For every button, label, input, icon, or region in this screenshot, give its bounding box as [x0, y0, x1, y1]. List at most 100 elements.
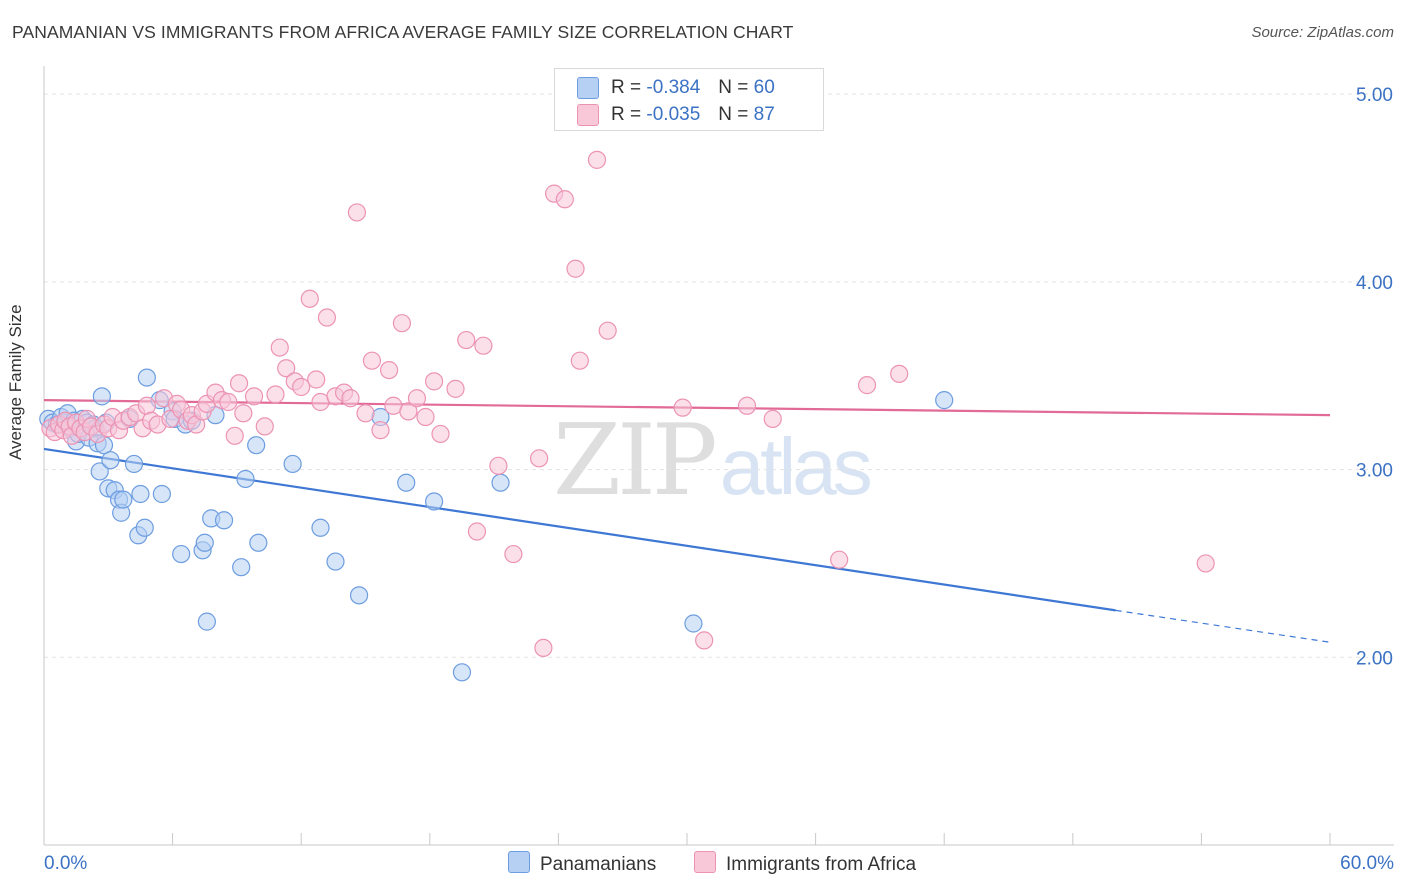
africa-point	[317, 308, 337, 327]
correlation-legend: R = -0.384 N = 60 R = -0.035 N = 87	[554, 68, 824, 131]
africa-point	[530, 449, 549, 468]
africa-point	[277, 359, 296, 378]
africa-point	[379, 360, 399, 380]
africa-point	[737, 396, 757, 415]
axes	[43, 66, 1394, 846]
africa-point	[763, 409, 782, 428]
panamanian-point	[92, 387, 111, 406]
series-legend-panamanians: Panamanians	[508, 851, 656, 876]
panamanian-point	[114, 490, 133, 509]
africa-point	[489, 456, 508, 475]
africa-point	[137, 396, 156, 415]
panamanian-point	[172, 544, 191, 564]
panamanian-point	[684, 614, 703, 633]
africa-point	[695, 631, 714, 650]
panamanian-point	[236, 469, 255, 489]
panamanian-point	[397, 473, 416, 492]
africa-point	[371, 421, 390, 440]
y-tick-label: 5.00	[1356, 85, 1393, 106]
y-axis-label: Average Family Size	[6, 304, 25, 460]
series-legend-africa: Immigrants from Africa	[694, 851, 916, 876]
legend-row-africa: R = -0.035 N = 87	[577, 104, 775, 126]
africa-point	[307, 370, 326, 389]
africa-point	[234, 404, 253, 423]
legend-n-value: 60	[753, 77, 775, 99]
panamanian-point	[90, 462, 109, 481]
africa-point	[857, 376, 877, 395]
chart-title: PANAMANIAN VS IMMIGRANTS FROM AFRICA AVE…	[12, 22, 794, 42]
legend-r-value: -0.035	[646, 104, 701, 126]
legend-n-value: 87	[753, 104, 775, 126]
africa-point	[341, 389, 360, 408]
panamanian-point	[452, 663, 472, 682]
africa-point	[300, 289, 319, 308]
source-credit: Source: ZipAtlas.com	[1251, 24, 1394, 41]
y-tick-label: 3.00	[1356, 461, 1393, 482]
panamanian-point	[135, 518, 154, 537]
series-name: Immigrants from Africa	[726, 854, 917, 875]
africa-point	[534, 638, 553, 658]
panamanian-point	[349, 586, 369, 605]
africa-point	[392, 314, 412, 333]
panamanian-point	[124, 454, 144, 474]
africa-point	[555, 190, 574, 209]
series-name: Panamanians	[540, 854, 657, 875]
tick-labels: 2.00 3.00 4.00 5.00 0.0% 60.0%	[44, 85, 1394, 874]
africa-point	[416, 407, 435, 427]
legend-n-label: N =	[718, 77, 749, 99]
africa-point	[229, 374, 249, 393]
panamanian-point	[935, 391, 954, 410]
panamanian-point	[195, 533, 214, 552]
watermark-zip: ZIP	[553, 404, 718, 518]
panamanian-point	[152, 484, 171, 504]
africa-point	[255, 417, 274, 436]
legend-row-panamanians: R = -0.384 N = 60	[577, 77, 775, 99]
africa-point	[504, 544, 523, 564]
africa-point	[219, 392, 238, 412]
legend-r-label: R =	[611, 104, 642, 126]
legend-swatch-pink	[577, 104, 599, 126]
africa-point	[673, 398, 692, 417]
legend-swatch-blue	[577, 77, 599, 99]
panamanian-point	[247, 436, 266, 455]
africa-point	[474, 336, 493, 355]
africa-point	[225, 426, 244, 445]
africa-point	[457, 330, 476, 350]
panamanian-point	[249, 533, 268, 552]
legend-n-label: N =	[718, 104, 749, 126]
africa-point	[362, 351, 382, 370]
africa-point	[467, 522, 487, 541]
panamanian-point	[311, 518, 330, 537]
panamanian-trend-line	[43, 447, 1116, 612]
panamanian-point	[424, 492, 444, 511]
africa-point	[890, 364, 909, 383]
africa-point	[424, 372, 444, 391]
panamanian-point	[232, 558, 251, 577]
africa-point	[244, 387, 264, 406]
watermark-atlas: atlas	[719, 422, 873, 511]
africa-point	[270, 338, 289, 357]
panamanian-point	[197, 612, 216, 631]
panamanian-point	[491, 473, 510, 492]
africa-point	[566, 259, 585, 278]
africa-point	[292, 377, 311, 397]
y-tick-label: 4.00	[1356, 273, 1393, 294]
legend-r-label: R =	[611, 77, 642, 99]
watermark: ZIPatlas	[553, 404, 873, 518]
africa-point	[356, 404, 375, 423]
y-tick-label: 2.00	[1356, 648, 1393, 669]
africa-point	[570, 351, 589, 370]
data-points	[39, 150, 1215, 682]
panamanian-point	[326, 552, 345, 571]
panamanian-point	[283, 454, 302, 474]
africa-point	[431, 424, 450, 444]
africa-point	[399, 402, 418, 421]
panamanian-point	[131, 484, 150, 504]
africa-point	[446, 379, 465, 398]
panamanian-point	[137, 368, 156, 387]
legend-r-value: -0.384	[646, 77, 701, 99]
africa-point	[266, 385, 285, 404]
africa-point	[1196, 554, 1215, 573]
africa-point	[347, 203, 367, 222]
series-swatch-blue	[508, 851, 530, 873]
